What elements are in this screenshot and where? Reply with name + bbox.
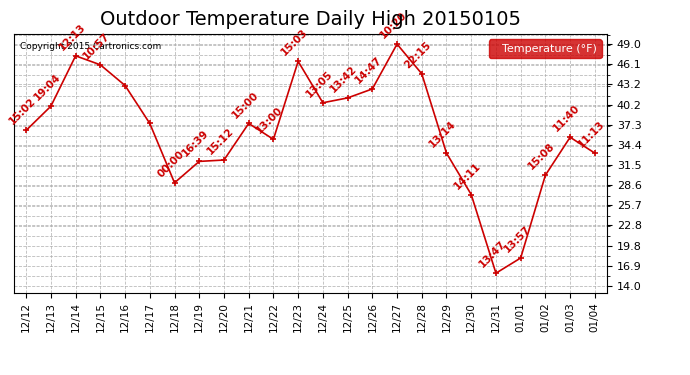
Text: 22:15: 22:15 <box>403 40 433 70</box>
Text: 15:03: 15:03 <box>279 27 310 58</box>
Text: 13:57: 13:57 <box>502 224 532 255</box>
Text: 10:20: 10:20 <box>378 10 408 40</box>
Text: 00:00: 00:00 <box>155 149 186 179</box>
Text: 15:00: 15:00 <box>230 90 260 120</box>
Text: 15:08: 15:08 <box>526 141 557 172</box>
Text: 19:04: 19:04 <box>32 72 62 103</box>
Text: 13:05: 13:05 <box>304 69 335 99</box>
Text: 15:12: 15:12 <box>205 126 235 157</box>
Text: 11:13: 11:13 <box>576 119 607 150</box>
Text: 16:39: 16:39 <box>180 128 210 158</box>
Text: 13:14: 13:14 <box>428 119 458 150</box>
Text: 14:47: 14:47 <box>353 55 384 86</box>
Text: 11:40: 11:40 <box>551 103 582 134</box>
Legend: Temperature (°F): Temperature (°F) <box>489 39 602 58</box>
Text: 12:13: 12:13 <box>57 22 87 53</box>
Text: 15:02: 15:02 <box>7 96 38 127</box>
Text: 13:42: 13:42 <box>328 64 359 94</box>
Text: 10:57: 10:57 <box>81 31 112 62</box>
Text: 13:00: 13:00 <box>255 105 285 136</box>
Title: Outdoor Temperature Daily High 20150105: Outdoor Temperature Daily High 20150105 <box>100 10 521 29</box>
Text: Copyright 2015 Cartronics.com: Copyright 2015 Cartronics.com <box>20 42 161 51</box>
Text: 14:11: 14:11 <box>452 160 483 191</box>
Text: 13:47: 13:47 <box>477 239 508 270</box>
